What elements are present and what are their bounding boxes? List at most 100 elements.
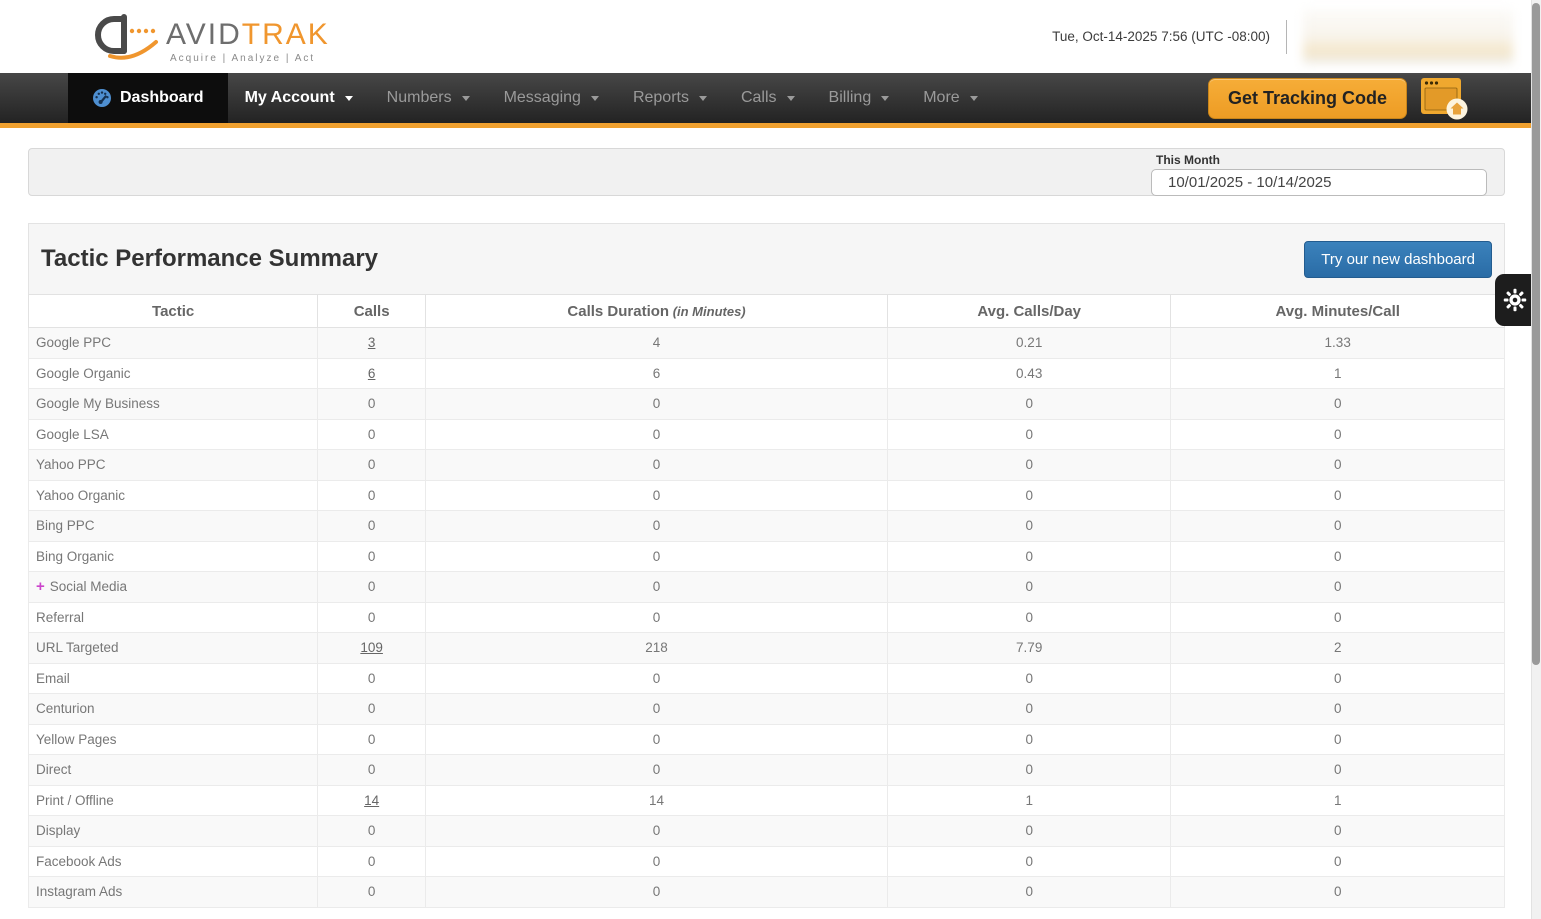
scrollbar-thumb[interactable] (1532, 3, 1540, 665)
avg-calls-day-cell: 0 (886, 693, 1172, 725)
avg-calls-day-cell: 0 (886, 540, 1172, 572)
tactic-label: Yahoo Organic (36, 487, 126, 503)
table-row: Google LSA 0 0 0 0 (27, 418, 1505, 450)
calls-cell: 0 (317, 479, 427, 511)
avg-calls-day-cell: 0 (886, 662, 1172, 694)
tactic-cell: + Social Media (27, 571, 319, 603)
chevron-down-icon (969, 95, 978, 101)
tactic-label: Bing Organic (36, 548, 115, 564)
calls-count-link[interactable]: 3 (367, 335, 376, 351)
column-header-calls: Calls (317, 294, 427, 328)
avg-minutes-call-cell: 0 (1170, 510, 1505, 542)
nav-item-calls[interactable]: Calls (724, 73, 812, 123)
tactic-cell: Bing PPC (27, 510, 319, 542)
tactic-cell: Bing Organic (27, 540, 319, 572)
tactic-label: Instagram Ads (36, 884, 123, 900)
date-range-preset-label: This Month (1156, 153, 1220, 167)
avg-calls-day-cell: 7.79 (886, 632, 1172, 664)
avg-calls-day-cell: 0 (886, 418, 1172, 450)
avg-calls-day-cell: 0.43 (886, 357, 1172, 389)
get-tracking-code-button[interactable]: Get Tracking Code (1207, 77, 1407, 119)
calls-duration-cell: 0 (425, 754, 888, 786)
avg-calls-day-cell: 0 (886, 601, 1172, 633)
brand-name: AVIDTRAK (166, 17, 330, 51)
tactic-cell: Facebook Ads (27, 845, 319, 877)
tactic-performance-table: Tactic Calls Calls Duration (in Minutes)… (27, 294, 1505, 908)
calls-cell: 0 (317, 815, 427, 847)
brand-tagline: Acquire | Analyze | Act (170, 52, 316, 64)
date-range-input[interactable] (1151, 169, 1487, 196)
tactic-cell: Google My Business (27, 388, 319, 420)
nav-label: Calls (740, 89, 777, 106)
avg-minutes-call-cell: 0 (1170, 723, 1505, 755)
calls-duration-cell: 0 (425, 693, 888, 725)
tactic-cell: Google Organic (27, 357, 319, 389)
nav-label: Dashboard (120, 89, 204, 106)
calls-count-link[interactable]: 109 (360, 640, 383, 656)
table-row: Referral 0 0 0 0 (27, 601, 1505, 633)
tactic-label: Google LSA (36, 426, 109, 442)
date-filter-bar: This Month (28, 148, 1505, 196)
calls-duration-cell: 218 (425, 632, 888, 664)
table-row: Centurion 0 0 0 0 (27, 693, 1505, 725)
nav-item-reports[interactable]: Reports (616, 73, 724, 123)
tactic-cell: Direct (27, 754, 319, 786)
column-header-calls-duration: Calls Duration (in Minutes) (425, 294, 888, 328)
page-scrollbar[interactable] (1531, 0, 1541, 919)
nav-item-numbers[interactable]: Numbers (370, 73, 487, 123)
tactic-table-body: Google PPC 3 4 0.21 1.33 Google Organic 6 6 0.43… (27, 327, 1505, 908)
tactic-cell: Email (27, 662, 319, 694)
nav-item-dashboard[interactable]: Dashboard (68, 73, 228, 123)
tactic-cell: Instagram Ads (27, 876, 319, 908)
tactic-label: Google PPC (36, 335, 112, 351)
tactic-label: Referral (36, 609, 85, 625)
chevron-down-icon (461, 95, 470, 101)
avg-minutes-call-cell: 0 (1170, 388, 1505, 420)
avg-minutes-call-cell: 0 (1170, 418, 1505, 450)
avg-minutes-call-cell: 0 (1170, 449, 1505, 481)
column-header-tactic: Tactic (27, 294, 319, 328)
expand-row-icon[interactable]: + (36, 578, 45, 596)
nav-label: Messaging (503, 89, 581, 106)
nav-label: Billing (828, 89, 872, 106)
try-new-dashboard-button[interactable]: Try our new dashboard (1304, 240, 1492, 278)
tactic-label: Bing PPC (36, 518, 95, 534)
tactic-label: Yahoo PPC (36, 457, 106, 473)
table-row: Bing PPC 0 0 0 0 (27, 510, 1505, 542)
calls-duration-cell: 14 (425, 784, 888, 816)
table-row: Bing Organic 0 0 0 0 (27, 540, 1505, 572)
avg-minutes-call-cell: 0 (1170, 693, 1505, 725)
current-datetime: Tue, Oct-14-2025 7:56 (UTC -08:00) (1052, 29, 1270, 44)
avg-minutes-call-cell: 1.33 (1170, 327, 1505, 359)
nav-item-my-account[interactable]: My Account (228, 73, 370, 123)
tactic-cell: URL Targeted (27, 632, 319, 664)
calls-cell: 14 (317, 784, 427, 816)
tactic-cell: Display (27, 815, 319, 847)
table-row: Yahoo Organic 0 0 0 0 (27, 479, 1505, 511)
nav-item-billing[interactable]: Billing (812, 73, 907, 123)
tactic-cell: Yahoo Organic (27, 479, 319, 511)
avg-minutes-call-cell: 1 (1170, 784, 1505, 816)
calls-count-link[interactable]: 6 (367, 365, 376, 381)
avg-minutes-call-cell: 0 (1170, 845, 1505, 877)
tracking-window-home-icon[interactable] (1419, 76, 1469, 120)
table-row: URL Targeted 109 218 7.79 2 (27, 632, 1505, 664)
nav-label: Reports (632, 89, 689, 106)
main-navbar: Dashboard My Account Numbers Messaging R… (0, 73, 1541, 128)
chevron-down-icon (786, 95, 795, 101)
nav-item-more[interactable]: More (906, 73, 994, 123)
avidtrak-logo-icon (95, 13, 158, 60)
chevron-down-icon (344, 95, 353, 101)
calls-duration-cell: 6 (425, 357, 888, 389)
calls-cell: 0 (317, 723, 427, 755)
avg-calls-day-cell: 0 (886, 754, 1172, 786)
tactic-cell: Google PPC (27, 327, 319, 359)
calls-cell: 0 (317, 449, 427, 481)
settings-widget[interactable] (1495, 274, 1534, 326)
table-row: Print / Offline 14 14 1 1 (27, 784, 1505, 816)
avg-calls-day-cell: 0 (886, 449, 1172, 481)
calls-count-link[interactable]: 14 (364, 792, 380, 808)
avidtrak-logo[interactable]: AVIDTRAK Acquire | Analyze | Act (88, 10, 330, 64)
calls-duration-cell: 0 (425, 723, 888, 755)
nav-item-messaging[interactable]: Messaging (487, 73, 616, 123)
